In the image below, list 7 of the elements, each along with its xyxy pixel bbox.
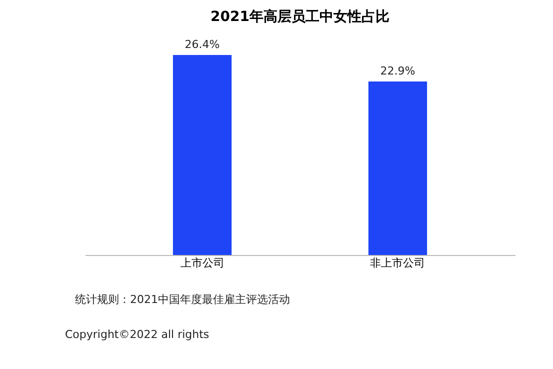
- data-label: 26.4%: [184, 38, 220, 51]
- data-label: 22.9%: [380, 64, 416, 78]
- text: 统计规则：2021中国年度最佳雇主评选活动: [75, 293, 290, 306]
- x-tick-label: 非上市公司: [370, 256, 426, 270]
- x-tick-label: 上市公司: [180, 256, 224, 270]
- text: Copyright©2022 all rights: [65, 328, 210, 341]
- chart-title: 2021年高层员工中女性占比: [210, 8, 390, 25]
